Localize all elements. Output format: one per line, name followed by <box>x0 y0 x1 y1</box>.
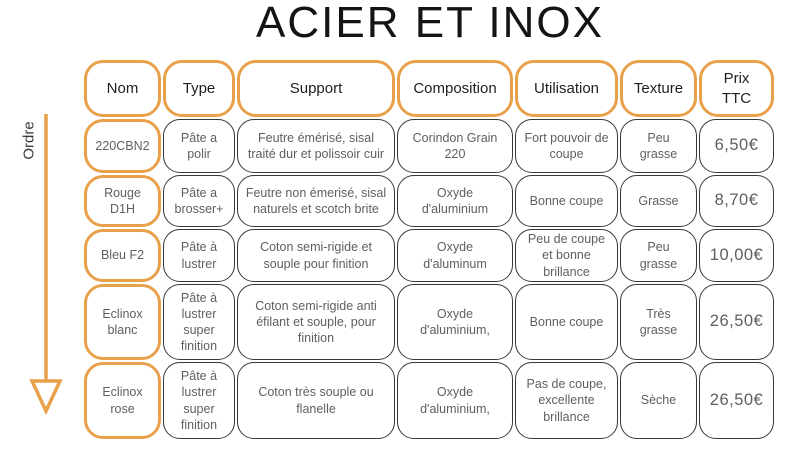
table-cell: Peu grasse <box>620 119 697 173</box>
table-cell: Feutre non émerisé, sisal naturels et sc… <box>237 175 395 227</box>
header-cell-type: Type <box>163 60 235 117</box>
table-cell: Pâte a brosser+ <box>163 175 235 227</box>
row-name-cell: Rouge D1H <box>84 175 161 227</box>
table-cell: Coton semi-rigide et souple pour finitio… <box>237 229 395 282</box>
table-cell: Coton semi-rigide anti éfilant et souple… <box>237 284 395 360</box>
row-name-cell: Eclinox blanc <box>84 284 161 360</box>
table-cell: 10,00€ <box>699 229 774 282</box>
table-cell: Peu grasse <box>620 229 697 282</box>
table-cell: Pâte a polir <box>163 119 235 173</box>
table-cell: Feutre émérisé, sisal traité dur et poli… <box>237 119 395 173</box>
row-name-cell: Eclinox rose <box>84 362 161 439</box>
table-cell: 8,70€ <box>699 175 774 227</box>
table-cell: 6,50€ <box>699 119 774 173</box>
table-cell: Oxyde d'aluminium <box>397 175 513 227</box>
header-cell-prix-ttc: Prix TTC <box>699 60 774 117</box>
table-cell: Oxyde d'aluminium, <box>397 362 513 439</box>
table-cell: Oxyde d'aluminum <box>397 229 513 282</box>
table-cell: Pas de coupe, excellente brillance <box>515 362 618 439</box>
down-arrow-icon <box>29 114 63 416</box>
table-cell: 26,50€ <box>699 362 774 439</box>
table-cell: Corindon Grain 220 <box>397 119 513 173</box>
table-cell: Très grasse <box>620 284 697 360</box>
page-title: ACIER ET INOX <box>256 0 604 47</box>
table-cell: Coton très souple ou flanelle <box>237 362 395 439</box>
header-cell-nom: Nom <box>84 60 161 117</box>
table-cell: Bonne coupe <box>515 284 618 360</box>
table-cell: 26,50€ <box>699 284 774 360</box>
header-cell-support: Support <box>237 60 395 117</box>
table-cell: Fort pouvoir de coupe <box>515 119 618 173</box>
table-cell: Oxyde d'aluminium, <box>397 284 513 360</box>
table-cell: Grasse <box>620 175 697 227</box>
table-cell: Peu de coupe et bonne brillance <box>515 229 618 282</box>
row-name-cell: 220CBN2 <box>84 119 161 173</box>
table-cell: Pâte à lustrer super finition <box>163 284 235 360</box>
header-cell-composition: Composition <box>397 60 513 117</box>
header-cell-texture: Texture <box>620 60 697 117</box>
table-cell: Pâte à lustrer super finition <box>163 362 235 439</box>
table-cell: Pâte à lustrer <box>163 229 235 282</box>
product-table: Nom Type Support Composition Utilisation Text… <box>84 60 774 439</box>
table-cell: Bonne coupe <box>515 175 618 227</box>
header-cell-utilisation: Utilisation <box>515 60 618 117</box>
row-name-cell: Bleu F2 <box>84 229 161 282</box>
table-cell: Sèche <box>620 362 697 439</box>
